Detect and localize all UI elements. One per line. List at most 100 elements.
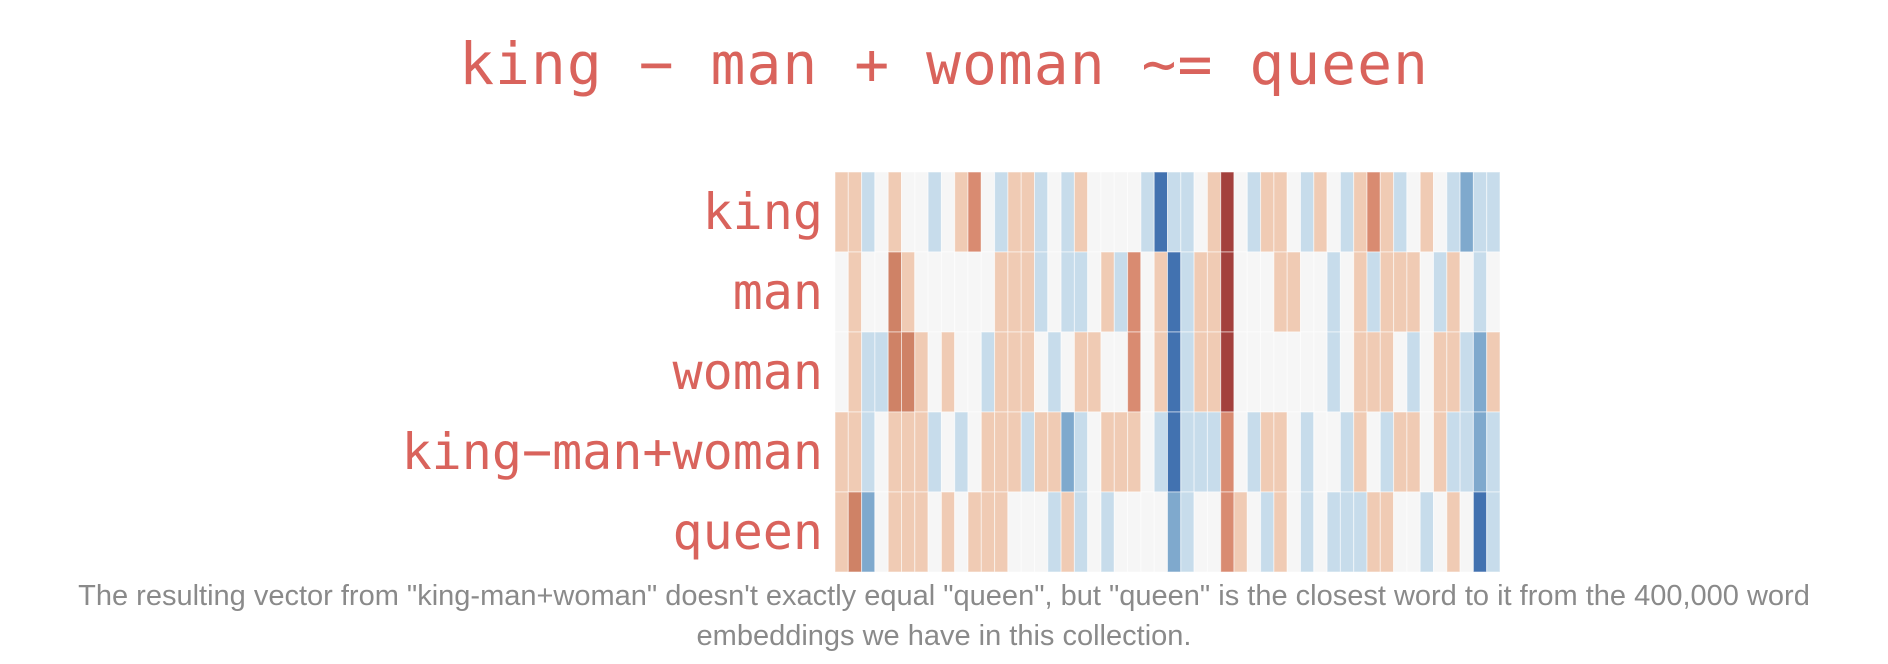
heatmap-cell xyxy=(1100,251,1115,333)
heatmap-cell xyxy=(834,491,849,573)
heatmap-cell xyxy=(1127,491,1142,573)
heatmap-cell xyxy=(1326,251,1341,333)
heatmap-cell xyxy=(940,251,956,333)
heatmap-cell xyxy=(1419,171,1434,253)
heatmap-cell xyxy=(1300,251,1315,333)
heatmap-cell xyxy=(1233,411,1248,493)
heatmap-cell xyxy=(1113,251,1129,333)
heatmap-cell xyxy=(1260,491,1275,573)
heatmap-cell xyxy=(901,411,916,493)
heatmap-cell xyxy=(1459,251,1474,333)
heatmap-cell xyxy=(1326,171,1341,253)
heatmap-cell xyxy=(927,171,942,253)
heatmap-cell xyxy=(1220,171,1235,253)
heatmap-cell xyxy=(1393,491,1408,573)
heatmap-cell xyxy=(1047,171,1062,253)
heatmap-cell xyxy=(1313,491,1328,573)
heatmap-cell xyxy=(887,251,903,333)
heatmap-cell xyxy=(967,251,982,333)
heatmap-cell xyxy=(1127,171,1142,253)
heatmap-cell xyxy=(1193,171,1208,253)
heatmap-cell xyxy=(914,411,929,493)
heatmap-cell xyxy=(1486,251,1501,333)
heatmap-cell xyxy=(1153,411,1168,493)
heatmap-cell xyxy=(914,171,929,253)
heatmap-cell xyxy=(1100,171,1115,253)
heatmap-cell xyxy=(1486,411,1501,493)
heatmap-cell xyxy=(1273,331,1288,413)
heatmap-cell xyxy=(994,171,1009,253)
heatmap-cell xyxy=(1180,171,1195,253)
heatmap-cell xyxy=(1153,171,1168,253)
heatmap-cell xyxy=(1379,491,1395,573)
heatmap-cell xyxy=(1153,331,1168,413)
row-label: woman xyxy=(672,343,823,401)
heatmap-cell xyxy=(1472,171,1488,253)
heatmap-cell xyxy=(1047,411,1062,493)
heatmap-cell xyxy=(1140,171,1155,253)
heatmap-cell xyxy=(1286,171,1301,253)
heatmap-cell xyxy=(1047,251,1062,333)
heatmap-cell xyxy=(1246,491,1262,573)
heatmap-cell xyxy=(954,411,969,493)
heatmap-cell xyxy=(1433,331,1448,413)
heatmap-cell xyxy=(1246,171,1262,253)
heatmap-cell xyxy=(1233,251,1248,333)
heatmap-cell xyxy=(1273,411,1288,493)
heatmap-cell xyxy=(1286,251,1301,333)
heatmap-cell xyxy=(1433,491,1448,573)
heatmap-cell xyxy=(1233,331,1248,413)
heatmap-cell xyxy=(847,171,863,253)
heatmap-cell xyxy=(914,491,929,573)
heatmap-cell xyxy=(1153,251,1168,333)
heatmap-cell xyxy=(1260,411,1275,493)
heatmap-cell xyxy=(1113,411,1129,493)
heatmap-cell xyxy=(940,411,956,493)
heatmap-cell xyxy=(1140,331,1155,413)
heatmap-cell xyxy=(1379,251,1395,333)
heatmap-cell xyxy=(1113,491,1129,573)
heatmap-cell xyxy=(861,331,876,413)
heatmap-cell xyxy=(1140,411,1155,493)
heatmap-cell xyxy=(1167,411,1182,493)
heatmap-cell xyxy=(927,491,942,573)
heatmap-cell xyxy=(1433,411,1448,493)
heatmap-cell xyxy=(1353,491,1368,573)
heatmap-cell xyxy=(1087,411,1102,493)
heatmap-cell xyxy=(1167,331,1182,413)
heatmap-cell xyxy=(1339,331,1355,413)
heatmap-cell xyxy=(1406,491,1421,573)
heatmap-cell xyxy=(1353,411,1368,493)
heatmap-cell xyxy=(954,251,969,333)
heatmap-cell xyxy=(834,331,849,413)
heatmap-cell xyxy=(1472,251,1488,333)
heatmap-cell xyxy=(1339,251,1355,333)
heatmap-cell xyxy=(1127,251,1142,333)
heatmap-cell xyxy=(1087,331,1102,413)
heatmap-cell xyxy=(861,411,876,493)
heatmap-cell xyxy=(901,331,916,413)
heatmap-cell xyxy=(1326,411,1341,493)
heatmap-cell xyxy=(1180,331,1195,413)
heatmap-cell xyxy=(1047,491,1062,573)
heatmap-cell xyxy=(980,491,996,573)
heatmap-cell xyxy=(1339,171,1355,253)
heatmap-cell xyxy=(901,491,916,573)
heatmap-cell xyxy=(874,331,889,413)
heatmap-cell xyxy=(1313,411,1328,493)
row-labels: king man woman king−man+woman queen xyxy=(402,183,823,561)
heatmap-cell xyxy=(994,331,1009,413)
heatmap-cell xyxy=(940,171,956,253)
heatmap-cell xyxy=(887,331,903,413)
heatmap-cell xyxy=(1167,251,1182,333)
heatmap-cell xyxy=(994,411,1009,493)
heatmap-cell xyxy=(1379,171,1395,253)
heatmap-cell xyxy=(1366,491,1381,573)
heatmap-cell xyxy=(967,411,982,493)
heatmap-cell xyxy=(834,251,849,333)
heatmap-cell xyxy=(1073,171,1089,253)
heatmap-cell xyxy=(1047,331,1062,413)
heatmap-cell xyxy=(1379,331,1395,413)
heatmap-cell xyxy=(1060,331,1075,413)
row-label: queen xyxy=(672,503,823,561)
